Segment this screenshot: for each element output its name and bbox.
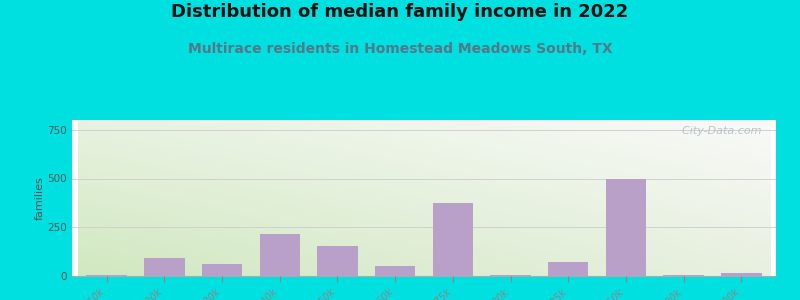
Bar (721, 273, 762, 276)
Text: Multirace residents in Homestead Meadows South, TX: Multirace residents in Homestead Meadows… (188, 42, 612, 56)
Bar (259, 234, 300, 276)
Bar (663, 275, 704, 276)
Text: Distribution of median family income in 2022: Distribution of median family income in … (171, 3, 629, 21)
Bar (606, 179, 646, 276)
Bar (202, 264, 242, 276)
Bar (433, 203, 473, 276)
Bar (144, 258, 185, 276)
Bar (548, 262, 589, 276)
Bar (375, 266, 415, 276)
Bar (318, 246, 358, 276)
Bar (490, 275, 530, 276)
Text: City-Data.com: City-Data.com (675, 126, 762, 136)
Y-axis label: families: families (34, 176, 45, 220)
Bar (86, 275, 127, 276)
